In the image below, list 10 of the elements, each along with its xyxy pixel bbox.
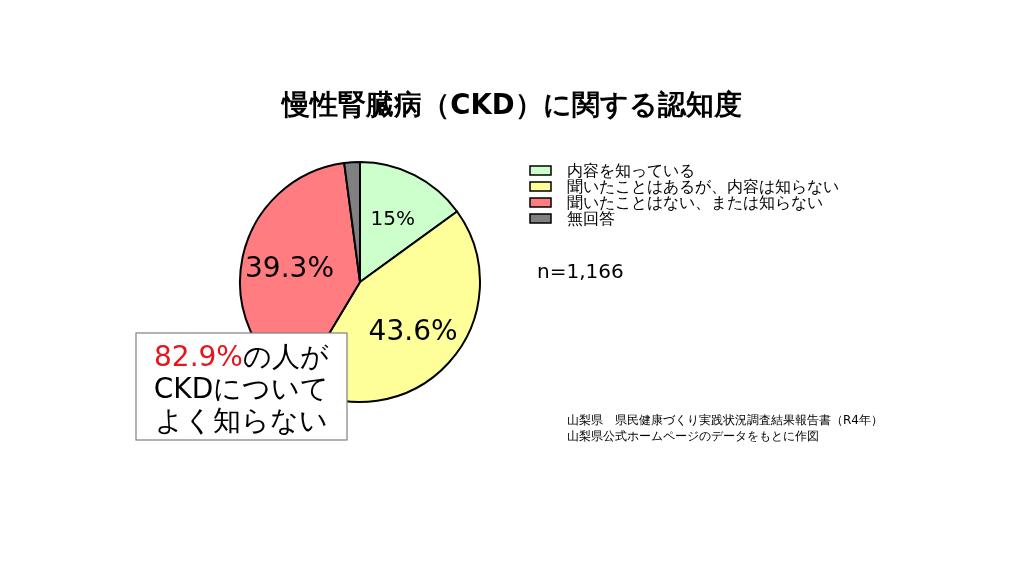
text: 82.9%の人がCKDについてよく知らない [153,340,330,437]
text: n=1,166 [537,259,624,283]
data-label: 39.3% [245,251,334,285]
text: 山梨県公式ホームページのデータをもとに作図 [567,429,819,443]
legend-label: 内容を知っている [567,160,695,180]
legend-label: 無回答 [567,208,615,228]
chart-title: 慢性腎臓病（CKD）に関する認知度 [280,88,742,120]
data-label: 15% [370,205,415,230]
text: 山梨県 県民健康づくり実践状況調査結果報告書（R4年） [567,413,883,427]
data-label: 43.6% [368,314,458,348]
